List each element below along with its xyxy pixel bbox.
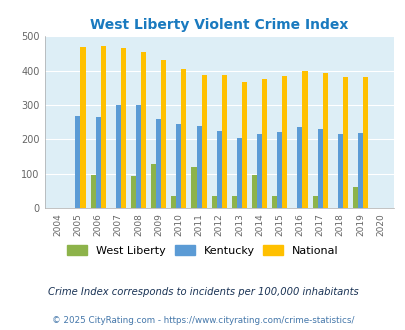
Title: West Liberty Violent Crime Index: West Liberty Violent Crime Index (90, 18, 347, 32)
Bar (161, 60, 166, 208)
Bar (337, 134, 342, 208)
Bar (357, 133, 362, 208)
Bar (277, 132, 281, 208)
Bar (80, 47, 85, 208)
Bar (271, 196, 277, 208)
Bar (362, 78, 367, 208)
Bar (302, 71, 307, 208)
Bar (176, 124, 181, 208)
Bar (221, 75, 226, 208)
Bar (352, 187, 357, 208)
Bar (231, 196, 236, 208)
Bar (322, 73, 327, 208)
Bar (256, 134, 262, 208)
Bar (281, 76, 287, 208)
Bar (196, 125, 201, 208)
Bar (90, 175, 96, 208)
Bar (141, 52, 146, 208)
Bar (96, 117, 100, 208)
Bar (236, 138, 241, 208)
Bar (211, 196, 216, 208)
Bar (100, 46, 105, 208)
Bar (171, 196, 176, 208)
Bar (241, 82, 246, 208)
Bar (201, 75, 206, 208)
Bar (151, 164, 156, 208)
Bar (312, 196, 317, 208)
Text: Crime Index corresponds to incidents per 100,000 inhabitants: Crime Index corresponds to incidents per… (47, 287, 358, 297)
Bar (262, 79, 266, 208)
Bar (297, 127, 302, 208)
Text: © 2025 CityRating.com - https://www.cityrating.com/crime-statistics/: © 2025 CityRating.com - https://www.city… (51, 316, 354, 325)
Bar (317, 129, 322, 208)
Bar (342, 77, 347, 208)
Bar (191, 167, 196, 208)
Bar (121, 48, 126, 208)
Bar (136, 105, 141, 208)
Bar (181, 69, 186, 208)
Bar (131, 176, 136, 208)
Legend: West Liberty, Kentucky, National: West Liberty, Kentucky, National (62, 241, 343, 260)
Bar (115, 105, 121, 208)
Bar (252, 175, 256, 208)
Bar (156, 119, 161, 208)
Bar (216, 131, 221, 208)
Bar (75, 116, 80, 208)
